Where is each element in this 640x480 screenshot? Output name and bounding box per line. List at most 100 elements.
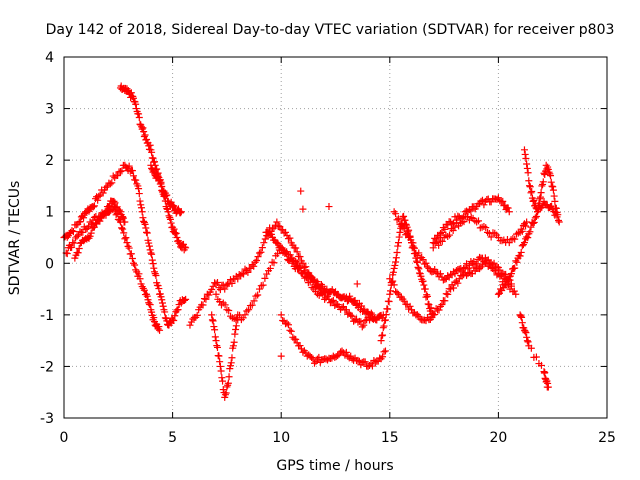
data-point — [227, 359, 235, 367]
data-point — [368, 362, 376, 370]
data-point — [121, 235, 129, 243]
data-point — [95, 192, 103, 200]
data-point — [328, 297, 336, 305]
data-point — [528, 188, 536, 196]
data-points — [60, 82, 563, 401]
data-point — [533, 205, 541, 213]
data-point — [74, 249, 82, 257]
data-point — [289, 257, 297, 265]
data-point — [517, 312, 525, 320]
data-point — [396, 228, 404, 236]
data-point — [429, 244, 437, 252]
data-point — [510, 287, 518, 295]
data-point — [143, 229, 151, 237]
data-point — [89, 203, 97, 211]
data-point — [498, 237, 506, 245]
data-point — [223, 383, 231, 391]
data-point — [108, 179, 116, 187]
data-point — [139, 124, 147, 132]
data-point — [436, 229, 444, 237]
data-point — [102, 183, 110, 191]
data-point — [187, 318, 195, 326]
data-point — [378, 332, 386, 340]
data-point — [156, 177, 164, 185]
data-point — [550, 192, 558, 200]
data-point — [523, 333, 531, 341]
data-point — [250, 262, 258, 270]
data-point — [547, 178, 555, 186]
y-tick-label: 1 — [45, 205, 54, 221]
data-point — [199, 301, 207, 309]
data-point — [146, 246, 154, 254]
data-point — [140, 217, 148, 225]
y-tick-label: 2 — [45, 153, 54, 169]
data-point — [526, 183, 534, 191]
data-point — [297, 187, 305, 195]
data-point — [135, 110, 143, 118]
data-point — [302, 263, 310, 271]
data-point — [274, 250, 282, 258]
data-point — [155, 323, 163, 331]
x-tick-label: 0 — [60, 430, 69, 446]
data-point — [274, 240, 282, 248]
data-point — [450, 284, 458, 292]
data-point — [150, 264, 158, 272]
data-point — [118, 167, 126, 175]
data-point — [182, 295, 190, 303]
data-point — [122, 234, 130, 242]
data-point — [476, 265, 484, 273]
data-point — [161, 314, 169, 322]
data-point — [521, 327, 529, 335]
data-point — [96, 217, 104, 225]
data-point — [296, 264, 304, 272]
data-point — [504, 204, 512, 212]
data-point — [226, 365, 234, 373]
data-point — [266, 264, 274, 272]
data-point — [395, 233, 403, 241]
data-point — [393, 289, 401, 297]
data-point — [267, 230, 275, 238]
data-point — [193, 311, 201, 319]
data-point — [555, 218, 563, 226]
data-point — [423, 291, 431, 299]
data-point — [441, 225, 449, 233]
data-point — [415, 265, 423, 273]
data-point — [473, 260, 481, 268]
data-point — [147, 161, 155, 169]
data-point — [212, 290, 220, 298]
data-point — [171, 229, 179, 237]
data-point — [393, 249, 401, 257]
data-point — [102, 207, 110, 215]
data-point — [401, 216, 409, 224]
data-point — [255, 285, 263, 293]
data-point — [138, 208, 146, 216]
data-point — [432, 268, 440, 276]
data-point — [76, 218, 84, 226]
data-point — [444, 233, 452, 241]
data-point — [130, 172, 138, 180]
data-point — [526, 228, 534, 236]
data-point — [347, 352, 355, 360]
data-point — [125, 244, 133, 252]
data-point — [234, 275, 242, 283]
data-point — [127, 250, 135, 258]
data-point — [182, 244, 190, 252]
data-point — [393, 216, 401, 224]
data-point — [115, 206, 123, 214]
data-point — [208, 316, 216, 324]
data-point — [516, 252, 524, 260]
data-point — [537, 189, 545, 197]
data-point — [225, 373, 233, 381]
data-point — [224, 379, 232, 387]
data-point — [215, 352, 223, 360]
data-point — [158, 182, 166, 190]
data-point — [379, 331, 387, 339]
data-point — [209, 317, 217, 325]
data-point — [119, 213, 127, 221]
data-point — [158, 296, 166, 304]
data-point — [405, 226, 413, 234]
data-point — [148, 308, 156, 316]
data-point — [385, 297, 393, 305]
data-point — [165, 212, 173, 220]
data-point — [232, 326, 240, 334]
